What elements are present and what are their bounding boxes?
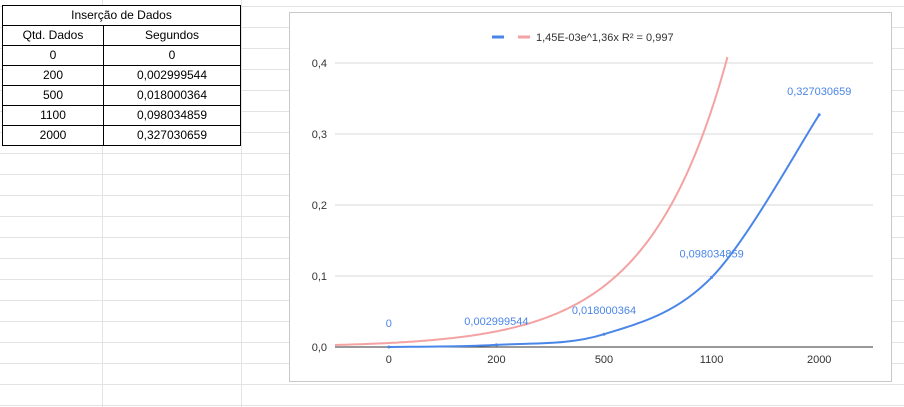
data-point[interactable] <box>710 275 714 279</box>
data-label: 0 <box>386 318 392 330</box>
table-row: 1100 0,098034859 <box>2 105 241 126</box>
x-tick-label: 0 <box>386 354 392 366</box>
table-row: 2000 0,327030659 <box>2 125 241 146</box>
trendline-curve <box>334 56 729 346</box>
y-tick-label: 0,3 <box>312 129 327 141</box>
cell-qtd[interactable]: 0 <box>2 45 104 66</box>
x-tick-label: 1100 <box>700 354 724 366</box>
cell-qtd[interactable]: 2000 <box>2 125 104 146</box>
column-divider <box>241 0 242 407</box>
series-line <box>388 114 821 348</box>
table-title-row: Inserção de Dados <box>2 5 241 26</box>
trendline <box>334 56 729 346</box>
cell-qtd[interactable]: 200 <box>2 65 104 86</box>
series <box>387 113 821 349</box>
header-qtd-dados[interactable]: Qtd. Dados <box>2 25 104 46</box>
data-point[interactable] <box>387 345 391 349</box>
data-point[interactable] <box>602 332 606 336</box>
legend-trendline-label: 1,45E-03e^1,36x R² = 0,997 <box>536 32 674 44</box>
data-label: 0,018000364 <box>572 305 636 317</box>
column-divider <box>102 0 103 407</box>
x-tick-label: 500 <box>595 354 613 366</box>
cell-segundos[interactable]: 0,327030659 <box>103 125 241 146</box>
table-title[interactable]: Inserção de Dados <box>2 5 241 26</box>
x-axis: 0 200 500 1100 2000 <box>386 354 832 366</box>
y-axis: 0,0 0,1 0,2 0,3 0,4 <box>312 58 327 354</box>
header-segundos[interactable]: Segundos <box>103 25 241 46</box>
chart-container[interactable]: 1,45E-03e^1,36x R² = 0,997 0,0 0,1 0,2 0,3 0… <box>289 12 892 382</box>
x-tick-label: 200 <box>487 354 505 366</box>
data-point[interactable] <box>817 113 821 117</box>
data-label: 0,098034859 <box>679 248 743 260</box>
line-chart: 1,45E-03e^1,36x R² = 0,997 0,00,10,20,30… <box>312 32 873 366</box>
data-label: 0,002999544 <box>464 316 528 328</box>
cell-segundos[interactable]: 0,098034859 <box>103 105 241 126</box>
y-tick-label: 0,0 <box>312 342 327 354</box>
y-tick-label: 0,1 <box>312 271 327 283</box>
data-point[interactable] <box>494 343 498 347</box>
chart-legend[interactable]: 1,45E-03e^1,36x R² = 0,997 <box>492 32 674 44</box>
table-header-row: Qtd. Dados Segundos <box>2 25 241 46</box>
x-tick-label: 2000 <box>807 354 831 366</box>
data-table: Inserção de Dados Qtd. Dados Segundos 0 … <box>2 5 241 146</box>
cell-segundos[interactable]: 0,002999544 <box>103 65 241 86</box>
table-row: 0 0 <box>2 45 241 66</box>
y-tick-label: 0,4 <box>312 58 327 70</box>
table-row: 500 0,018000364 <box>2 85 241 106</box>
cell-qtd[interactable]: 500 <box>2 85 104 106</box>
data-labels: 0 0,002999544 0,018000364 0,098034859 0,3270… <box>386 86 852 330</box>
cell-segundos[interactable]: 0,018000364 <box>103 85 241 106</box>
cell-qtd[interactable]: 1100 <box>2 105 104 126</box>
table-row: 200 0,002999544 <box>2 65 241 86</box>
data-label: 0,327030659 <box>787 86 851 98</box>
cell-segundos[interactable]: 0 <box>103 45 241 66</box>
y-tick-label: 0,2 <box>312 200 327 212</box>
